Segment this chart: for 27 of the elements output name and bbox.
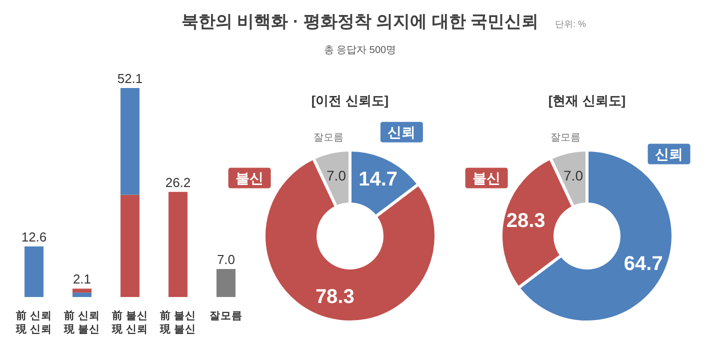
x-tick-label: 前 신뢰 現 불신	[63, 309, 100, 336]
data-label: 7.0	[564, 168, 584, 184]
annotation: 12.6	[21, 229, 47, 244]
data-label: 7.0	[326, 168, 346, 184]
data-label: 64.7	[624, 253, 663, 276]
text: 북한의 비핵화 · 평화정착 의지에 대한 국민신뢰	[182, 12, 538, 31]
chart-title: [이전 신뢰도]	[311, 93, 389, 108]
chart-title: [현재 신뢰도]	[548, 93, 626, 108]
slice-label: 불신	[236, 170, 264, 186]
text: 총 응답자 500명	[324, 45, 396, 56]
slice-label: 신뢰	[655, 146, 684, 162]
text: 단위: %	[555, 19, 586, 29]
x-tick-label: 前 신뢰 現 신뢰	[15, 309, 52, 336]
annotation: 26.2	[165, 174, 191, 190]
x-tick-label: 잘모름	[210, 310, 242, 322]
data-label: 78.3	[315, 286, 354, 308]
data-label: 28.3	[506, 210, 546, 232]
annotation: 52.1	[117, 71, 143, 86]
slice-label: 신뢰	[388, 124, 416, 140]
annotation: 7.0	[216, 252, 236, 267]
x-tick-label: 前 불신 現 신뢰	[111, 309, 148, 336]
annotation: 2.1	[72, 272, 92, 287]
x-tick-label: 前 불신 現 불신	[159, 309, 196, 336]
slice-label: 잘모름	[314, 132, 344, 144]
slice-label: 불신	[472, 170, 501, 186]
slice-label: 잘모름	[550, 132, 581, 144]
data-label: 14.7	[358, 168, 398, 191]
